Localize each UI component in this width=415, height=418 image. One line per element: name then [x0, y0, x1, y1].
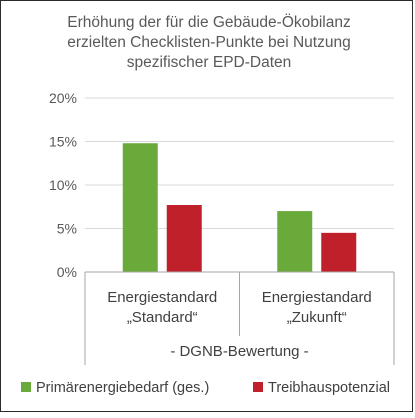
y-tick-label: 5%	[57, 221, 77, 237]
category-label: Energiestandard	[262, 289, 372, 306]
category-label: „Zukunft“	[287, 309, 347, 326]
bar-series-0-cat-0	[122, 143, 158, 272]
y-tick-label: 10%	[49, 177, 77, 193]
y-axis-ticks: 0% 5% 10% 15% 20%	[49, 90, 77, 280]
y-tick-label: 20%	[49, 90, 77, 106]
legend-label-1: Treibhauspotenzial	[268, 380, 390, 396]
category-label: Energiestandard	[107, 289, 217, 306]
chart-title-line-1: erzielten Checklisten-Punkte bei Nutzung	[67, 34, 350, 51]
bar-series-1-cat-1	[321, 232, 357, 272]
legend-swatch-0	[21, 382, 31, 392]
group-axis-label: - DGNB-Bewertung -	[170, 343, 308, 360]
chart-title-line-2: spezifischer EPD-Daten	[127, 54, 292, 71]
y-tick-label: 15%	[49, 134, 77, 150]
bars	[122, 143, 357, 272]
legend-swatch-1	[253, 382, 263, 392]
chart-title: Erhöhung der für die Gebäude-Ökobilanz er…	[67, 13, 351, 71]
category-axis: Energiestandard „Standard“ Energiestandard…	[84, 271, 395, 365]
legend: Primärenergiebedarf (ges.) Treibhauspoten…	[21, 380, 390, 396]
bar-series-0-cat-1	[277, 211, 313, 272]
y-tick-label: 0%	[57, 264, 77, 280]
category-label: „Standard“	[127, 309, 198, 326]
bar-series-1-cat-0	[166, 205, 202, 272]
chart-title-line-0: Erhöhung der für die Gebäude-Ökobilanz	[67, 13, 351, 31]
legend-label-0: Primärenergiebedarf (ges.)	[36, 380, 209, 396]
